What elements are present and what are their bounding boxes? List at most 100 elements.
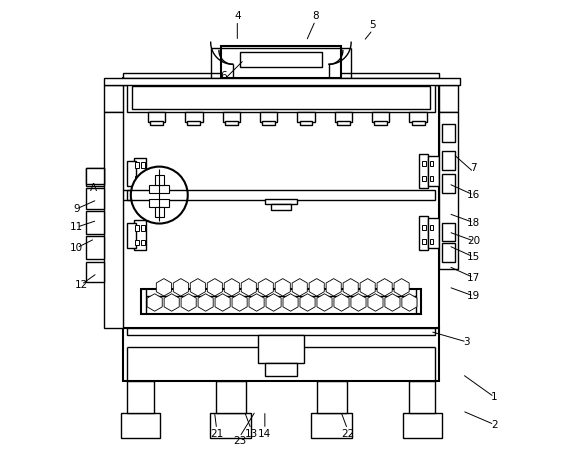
Polygon shape xyxy=(402,294,417,311)
Bar xyxy=(300,121,312,125)
Polygon shape xyxy=(266,294,281,311)
Text: 18: 18 xyxy=(467,218,480,228)
Bar xyxy=(127,190,435,200)
Bar xyxy=(429,161,433,166)
Bar xyxy=(121,413,160,438)
Bar xyxy=(86,262,104,282)
Bar xyxy=(223,112,240,122)
Bar xyxy=(311,413,352,438)
Bar xyxy=(132,86,430,109)
Bar xyxy=(135,240,139,245)
Bar xyxy=(258,335,304,363)
Bar xyxy=(441,243,455,262)
Bar xyxy=(187,121,200,125)
Bar xyxy=(127,83,435,112)
Polygon shape xyxy=(181,294,196,311)
Polygon shape xyxy=(127,314,435,328)
Bar xyxy=(155,207,164,217)
Bar xyxy=(216,381,246,413)
Bar xyxy=(429,176,433,181)
Text: 13: 13 xyxy=(244,429,258,439)
Polygon shape xyxy=(258,279,274,296)
Text: 2: 2 xyxy=(491,420,498,430)
Bar xyxy=(439,85,457,112)
Bar xyxy=(141,162,144,168)
Polygon shape xyxy=(224,279,239,296)
Polygon shape xyxy=(377,279,392,296)
Bar xyxy=(148,112,165,122)
Bar xyxy=(372,112,389,122)
Bar xyxy=(423,239,426,244)
Bar xyxy=(441,174,455,193)
Text: 8: 8 xyxy=(312,11,319,21)
Polygon shape xyxy=(368,294,383,311)
Bar xyxy=(412,121,425,125)
Bar xyxy=(429,239,433,244)
Bar xyxy=(86,211,104,234)
Bar xyxy=(155,175,164,185)
Bar xyxy=(149,199,170,207)
Bar xyxy=(423,176,426,181)
Bar xyxy=(210,413,251,438)
Polygon shape xyxy=(190,279,206,296)
Polygon shape xyxy=(334,294,349,311)
Polygon shape xyxy=(394,279,409,296)
Bar xyxy=(86,168,104,186)
Bar xyxy=(271,204,291,210)
Polygon shape xyxy=(173,279,188,296)
Bar xyxy=(408,381,435,413)
Text: 16: 16 xyxy=(467,190,480,200)
Bar xyxy=(141,225,144,231)
Polygon shape xyxy=(241,279,256,296)
Text: 19: 19 xyxy=(467,291,480,301)
Text: 21: 21 xyxy=(210,429,223,439)
Bar xyxy=(141,289,421,314)
Bar xyxy=(127,161,136,186)
Text: A: A xyxy=(90,183,97,193)
Bar xyxy=(225,121,238,125)
Bar xyxy=(297,112,315,122)
Bar xyxy=(123,73,439,78)
Bar xyxy=(86,236,104,259)
Polygon shape xyxy=(156,279,171,296)
Polygon shape xyxy=(147,294,162,311)
Bar xyxy=(104,78,460,85)
Bar xyxy=(317,381,347,413)
Bar xyxy=(260,112,278,122)
Bar xyxy=(123,78,439,85)
Bar xyxy=(441,124,455,142)
Bar xyxy=(135,225,139,231)
Polygon shape xyxy=(198,294,213,311)
Text: 20: 20 xyxy=(467,236,480,246)
Bar xyxy=(134,158,146,188)
Polygon shape xyxy=(283,294,298,311)
Text: 10: 10 xyxy=(70,243,83,253)
Text: 3: 3 xyxy=(464,337,470,347)
Bar xyxy=(262,121,275,125)
Bar xyxy=(123,78,439,328)
Bar xyxy=(375,121,387,125)
Bar xyxy=(240,52,322,67)
Bar xyxy=(428,218,439,248)
Bar xyxy=(149,185,170,193)
Bar xyxy=(419,154,428,188)
Polygon shape xyxy=(232,294,247,311)
Bar xyxy=(419,216,428,250)
Polygon shape xyxy=(351,294,366,311)
Bar xyxy=(429,225,433,230)
Bar xyxy=(221,46,340,78)
Polygon shape xyxy=(207,279,222,296)
Bar xyxy=(86,188,104,209)
Bar xyxy=(185,112,203,122)
Polygon shape xyxy=(300,294,315,311)
Bar xyxy=(134,220,146,250)
Bar xyxy=(337,121,350,125)
Text: 22: 22 xyxy=(341,429,354,439)
Bar xyxy=(141,176,144,182)
Polygon shape xyxy=(309,279,324,296)
Bar xyxy=(335,112,352,122)
Polygon shape xyxy=(275,279,290,296)
Bar xyxy=(141,240,144,245)
Bar xyxy=(423,225,426,230)
Bar xyxy=(127,328,435,335)
